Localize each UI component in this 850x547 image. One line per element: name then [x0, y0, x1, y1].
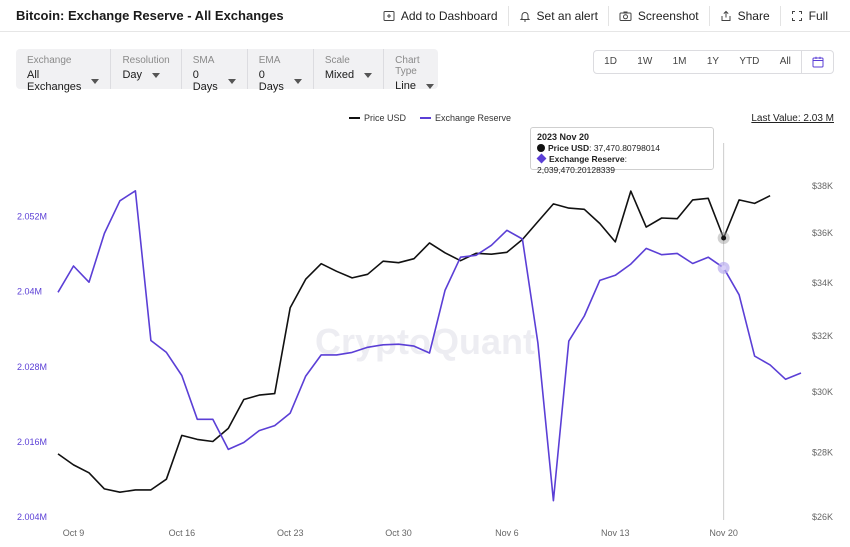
price-hover-point	[721, 235, 727, 241]
exchange-select-value: All Exchanges	[27, 69, 82, 93]
tooltip-reserve-label: Exchange Reserve	[549, 154, 625, 164]
fullscreen-label: Full	[808, 9, 828, 23]
legend-label-reserve: Exchange Reserve	[435, 113, 512, 123]
header-actions: Add to Dashboard Set an alert Screenshot…	[373, 0, 838, 32]
chart-legend: Price USD Exchange Reserve	[349, 113, 525, 123]
range-1y-button[interactable]: 1Y	[706, 56, 720, 67]
tooltip-price-row: Price USD: 37,470.80798014	[537, 143, 707, 154]
share-label: Share	[737, 9, 770, 23]
chart-tooltip: 2023 Nov 20 Price USD: 37,470.80798014 E…	[530, 127, 714, 175]
range-1d-button[interactable]: 1D	[604, 56, 617, 67]
share-button[interactable]: Share	[708, 6, 780, 26]
price-dot-icon	[537, 144, 545, 152]
y-right-tick-label: $32K	[812, 331, 833, 341]
y-right-tick-label: $38K	[812, 181, 833, 191]
chart-controls: Exchange All Exchanges Resolution Day SM…	[16, 49, 438, 93]
screenshot-button[interactable]: Screenshot	[607, 6, 709, 26]
bell-icon	[519, 12, 530, 22]
date-picker-button[interactable]	[801, 51, 833, 73]
legend-item-reserve[interactable]: Exchange Reserve	[420, 113, 511, 123]
y-left-tick-label: 2.052M	[17, 212, 47, 222]
scale-select[interactable]: Scale Mixed	[312, 49, 383, 89]
resolution-select[interactable]: Resolution Day	[110, 49, 180, 89]
x-tick-label: Oct 23	[277, 528, 304, 538]
page-title: Bitcoin: Exchange Reserve - All Exchange…	[16, 8, 284, 23]
screenshot-label: Screenshot	[637, 9, 699, 23]
sma-select-value: 0 Days	[192, 69, 218, 93]
y-right-tick-label: $34K	[812, 278, 833, 288]
legend-item-price[interactable]: Price USD	[349, 113, 406, 123]
chevron-down-icon	[227, 78, 236, 84]
chevron-down-icon	[91, 78, 100, 84]
y-right-tick-label: $36K	[812, 228, 833, 238]
chevron-down-icon	[364, 72, 373, 78]
x-tick-label: Nov 20	[709, 528, 738, 538]
tooltip-reserve-value: : 2,039,470.20128339	[537, 154, 627, 175]
watermark: CryptoQuant	[315, 321, 535, 362]
add-to-dashboard-button[interactable]: Add to Dashboard	[373, 6, 508, 26]
range-1m-button[interactable]: 1M	[672, 56, 687, 67]
chevron-down-icon	[293, 78, 302, 84]
time-range-selector: 1D 1W 1M 1Y YTD All	[593, 50, 834, 74]
exchange-select-label: Exchange	[27, 55, 72, 66]
chart-type-select-value: Line	[395, 80, 416, 92]
tooltip-price-label: Price USD	[548, 143, 590, 153]
scale-select-label: Scale	[324, 55, 350, 66]
x-tick-label: Nov 6	[495, 528, 519, 538]
chart-header: Bitcoin: Exchange Reserve - All Exchange…	[0, 0, 850, 32]
calendar-icon	[812, 56, 824, 68]
set-alert-label: Set an alert	[536, 9, 598, 23]
chart-type-select-label: Chart Type	[395, 55, 420, 77]
camera-icon	[619, 11, 632, 21]
chevron-down-icon	[425, 83, 434, 89]
fullscreen-icon	[791, 11, 802, 21]
x-tick-label: Oct 16	[169, 528, 196, 538]
ema-select[interactable]: EMA 0 Days	[246, 49, 313, 93]
exchange-select[interactable]: Exchange All Exchanges	[16, 49, 110, 93]
last-value-link[interactable]: Last Value: 2.03 M	[751, 113, 834, 124]
share-icon	[721, 10, 731, 21]
y-right-tick-label: $28K	[812, 447, 833, 457]
set-alert-button[interactable]: Set an alert	[507, 6, 608, 26]
reserve-hover-point	[721, 265, 727, 271]
range-1w-button[interactable]: 1W	[637, 56, 653, 67]
reserve-diamond-icon	[536, 153, 547, 164]
legend-label-price: Price USD	[364, 113, 407, 123]
y-left-tick-label: 2.04M	[17, 287, 42, 297]
legend-swatch-price	[349, 117, 360, 119]
ema-select-value: 0 Days	[258, 69, 284, 93]
x-tick-label: Oct 9	[63, 528, 85, 538]
y-left-tick-label: 2.028M	[17, 362, 47, 372]
tooltip-price-value: : 37,470.80798014	[589, 143, 661, 153]
x-tick-label: Nov 13	[601, 528, 630, 538]
scale-select-value: Mixed	[324, 69, 355, 81]
resolution-select-value: Day	[122, 69, 142, 81]
resolution-select-label: Resolution	[122, 55, 170, 66]
y-left-tick-label: 2.004M	[17, 512, 47, 522]
fullscreen-button[interactable]: Full	[779, 6, 838, 26]
chevron-down-icon	[152, 72, 160, 78]
range-all-button[interactable]: All	[779, 56, 791, 67]
y-right-tick-label: $30K	[812, 387, 833, 397]
add-to-dashboard-label: Add to Dashboard	[400, 9, 498, 23]
sma-select[interactable]: SMA 0 Days	[180, 49, 247, 93]
price-usd-line	[57, 190, 771, 494]
tooltip-reserve-row: Exchange Reserve: 2,039,470.20128339	[536, 153, 707, 176]
x-tick-label: Oct 30	[385, 528, 412, 538]
sma-select-label: SMA	[192, 55, 215, 66]
chart-type-select[interactable]: Chart Type Line	[383, 49, 445, 92]
range-ytd-button[interactable]: YTD	[739, 56, 760, 67]
y-left-tick-label: 2.016M	[17, 437, 47, 447]
tooltip-date: 2023 Nov 20	[537, 132, 590, 142]
exchange-reserve-line	[57, 190, 802, 502]
ema-select-label: EMA	[258, 55, 281, 66]
legend-swatch-reserve	[420, 117, 432, 119]
y-right-tick-label: $26K	[812, 512, 833, 522]
add-dashboard-icon	[383, 11, 395, 21]
